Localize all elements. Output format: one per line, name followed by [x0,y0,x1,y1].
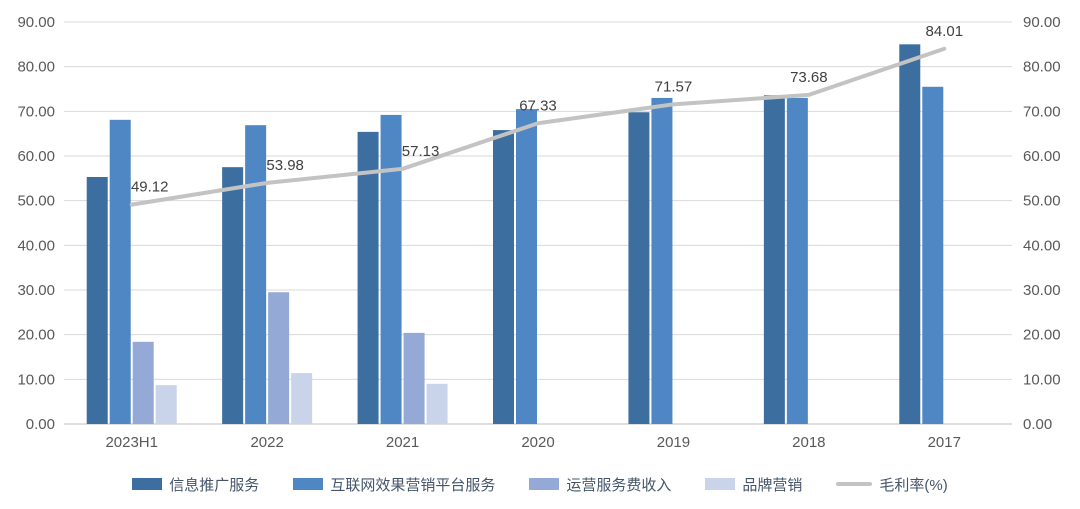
bar-series-0 [222,167,244,424]
bar-series-0 [493,130,514,425]
y-axis-label-right: 30.00 [1023,282,1061,299]
chart-legend: 信息推广服务 互联网效果营销平台服务 运营服务费收入 品牌营销 毛利率(%) [0,462,1080,506]
x-axis-label: 2022 [250,434,283,451]
x-axis-label: 2021 [386,434,419,451]
bar-series-0 [357,131,379,424]
line-data-label: 57.13 [402,143,440,160]
y-axis-label-left: 60.00 [17,148,55,165]
x-axis-label: 2020 [521,434,554,451]
x-axis-label: 2023H1 [105,434,158,451]
y-axis-label-right: 60.00 [1023,148,1061,165]
bar-series-3 [426,383,448,424]
bar-series-0 [86,176,108,424]
legend-item-info-promotion: 信息推广服务 [132,474,259,495]
bar-series-1 [109,119,131,424]
y-axis-label-left: 80.00 [17,59,55,76]
bar-series-1 [380,114,402,424]
y-axis-label-left: 40.00 [17,237,55,254]
bar-series-0 [763,95,785,425]
y-axis-label-left: 90.00 [17,14,55,31]
line-data-label: 73.68 [790,69,828,86]
bar-series-2 [268,292,290,424]
legend-label: 信息推广服务 [169,476,260,494]
x-axis-label: 2019 [657,434,690,451]
y-axis-label-left: 50.00 [17,193,55,210]
line-data-label: 67.33 [519,97,557,114]
y-axis-label-left: 10.00 [17,371,55,388]
y-axis-label-left: 0.00 [26,416,55,433]
legend-item-gross-margin: 毛利率(%) [836,474,948,495]
y-axis-label-right: 50.00 [1023,193,1061,210]
bar-series-1 [786,97,808,424]
line-data-label: 53.98 [266,157,304,174]
bar-series-1 [245,125,267,425]
bar-series-3 [291,373,313,424]
bar-series-0 [899,44,921,424]
legend-item-brand-marketing: 品牌营销 [705,474,802,495]
legend-swatch-bar-icon [293,478,324,490]
x-axis-label: 2018 [792,434,825,451]
bar-series-1 [922,86,944,425]
y-axis-label-right: 70.00 [1023,103,1061,120]
y-axis-label-left: 20.00 [17,327,55,344]
combo-bar-line-chart: 0.00 0.00 10.00 10.00 20.00 20.00 30.00 30.00 40… [17,14,1061,451]
bar-series-0 [628,112,650,424]
legend-item-internet-marketing-platform: 互联网效果营销平台服务 [293,474,495,495]
legend-item-operation-service-fee: 运营服务费收入 [529,474,671,495]
y-axis-label-right: 40.00 [1023,237,1061,254]
legend-swatch-bar-icon [132,478,163,490]
x-axis-label: 2017 [928,434,961,451]
y-axis-label-right: 20.00 [1023,327,1061,344]
y-axis-label-left: 30.00 [17,282,55,299]
y-axis-label-right: 80.00 [1023,59,1061,76]
y-axis-label-right: 0.00 [1023,416,1052,433]
y-axis-label-left: 70.00 [17,103,55,120]
y-axis-label-right: 10.00 [1023,371,1061,388]
legend-label: 品牌营销 [742,476,803,494]
line-data-label: 84.01 [926,23,964,40]
legend-swatch-bar-icon [529,478,560,490]
gross-margin-line [129,46,947,207]
y-axis-label-right: 90.00 [1023,14,1061,31]
bar-series-1 [651,97,673,424]
legend-swatch-bar-icon [705,478,736,490]
legend-label: 毛利率(%) [879,476,948,494]
legend-label: 互联网效果营销平台服务 [330,476,496,494]
bar-series-3 [155,385,177,424]
legend-swatch-line-icon [836,482,873,486]
bar-series-2 [403,332,425,424]
line-data-label: 49.12 [131,179,169,196]
legend-label: 运营服务费收入 [566,476,672,494]
bar-series-1 [516,109,537,424]
bar-series-2 [132,341,154,424]
line-data-label: 71.57 [655,78,693,95]
